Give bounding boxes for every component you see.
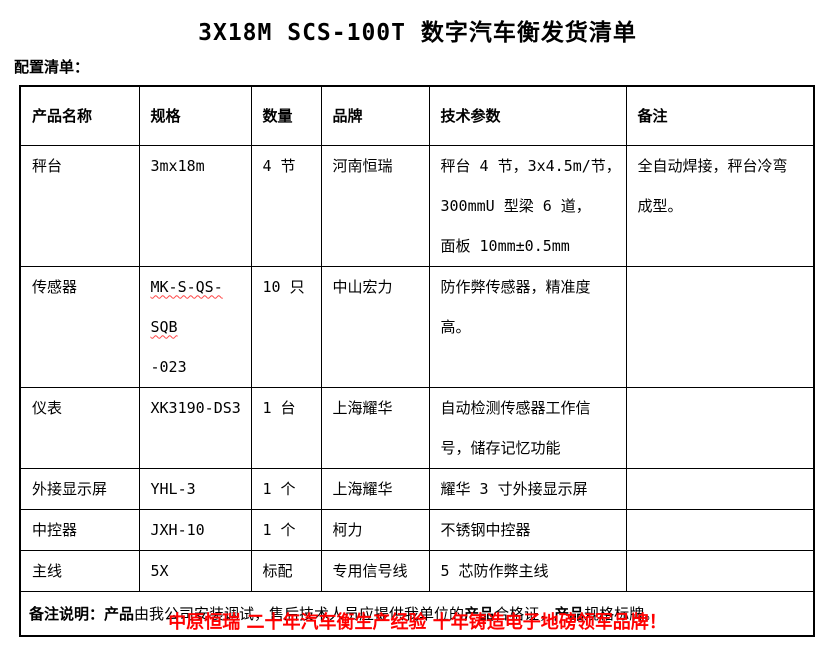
cell-qty: 1 个	[250, 467, 322, 510]
column-header-tech-params: 技术参数	[428, 85, 627, 146]
cell-brand: 柯力	[320, 508, 430, 551]
cell-brand: 河南恒瑞	[320, 144, 430, 267]
table-row: 主线 5X 标配 专用信号线 5 芯防作弊主线	[19, 549, 815, 592]
remark-segment: 规格标牌。	[584, 604, 660, 623]
config-list-label: 配置清单：	[14, 58, 90, 76]
cell-brand: 上海耀华	[320, 386, 430, 469]
remark-segment: 由我公司安装调试，售后技术人员应提供我单位的	[134, 604, 465, 623]
cell-name: 仪表	[19, 386, 140, 469]
cell-spec: JXH-10	[138, 508, 252, 551]
delivery-table: 产品名称 规格 数量 品牌 技术参数 备注 秤台 3mx18m 4 节河南恒瑞 秤台 4 节，3…	[19, 85, 815, 637]
table-row: 中控器 JXH-10 1 个柯力 不锈钢中控器	[19, 508, 815, 551]
cell-qty: 4 节	[250, 144, 322, 267]
remark-segment: 备注说明：	[29, 604, 105, 623]
cell-tech: 5 芯防作弊主线	[428, 549, 627, 592]
cell-spec: YHL-3	[138, 467, 252, 510]
cell-tech: 不锈钢中控器	[428, 508, 627, 551]
table-row: 传感器 MK-S-QS-SQB -023 10 只中山宏力 防作弊传感器，精准度 高。	[19, 265, 815, 388]
cell-qty: 标配	[250, 549, 322, 592]
cell-name: 主线	[19, 549, 140, 592]
table-body: 秤台 3mx18m 4 节河南恒瑞 秤台 4 节，3x4.5m/节， 300mmU 型…	[19, 144, 815, 637]
column-header-quantity: 数量	[250, 85, 322, 146]
cell-qty: 1 台	[250, 386, 322, 469]
remark-segment: 产品	[104, 604, 135, 623]
cell-qty: 1 个	[250, 508, 322, 551]
cell-note	[625, 508, 815, 551]
cell-name: 中控器	[19, 508, 140, 551]
cell-name: 秤台	[19, 144, 140, 267]
column-header-brand: 品牌	[320, 85, 430, 146]
cell-brand: 专用信号线	[320, 549, 430, 592]
cell-spec: 5X	[138, 549, 252, 592]
cell-note	[625, 265, 815, 388]
cell-note	[625, 467, 815, 510]
cell-brand: 中山宏力	[320, 265, 430, 388]
cell-name: 传感器	[19, 265, 140, 388]
cell-qty: 10 只	[250, 265, 322, 388]
cell-tech: 自动检测传感器工作信 号，储存记忆功能	[428, 386, 627, 469]
cell-tech: 防作弊传感器，精准度 高。	[428, 265, 627, 388]
column-header-spec: 规格	[138, 85, 252, 146]
remark-cell: 备注说明：产品由我公司安装调试，售后技术人员应提供我单位的产品合格证，产品规格标…	[19, 590, 815, 637]
remark-segment: 合格证，	[494, 604, 555, 623]
table-row: 外接显示屏 YHL-3 1 个上海耀华 耀华 3 寸外接显示屏	[19, 467, 815, 510]
table-header-row: 产品名称 规格 数量 品牌 技术参数 备注	[19, 85, 815, 146]
table-row: 秤台 3mx18m 4 节河南恒瑞 秤台 4 节，3x4.5m/节， 300mmU 型…	[19, 144, 815, 267]
spellcheck-underlined-text: MK-S-QS-SQB	[150, 277, 223, 336]
footer-slogan: 中原恒瑞 二十年汽车衡生产经验 十年铸造电子地磅领军品牌！	[168, 612, 667, 633]
cell-spec: 3mx18m	[138, 144, 252, 267]
cell-name: 外接显示屏	[19, 467, 140, 510]
table-row: 仪表 XK3190-DS3 1 台上海耀华 自动检测传感器工作信 号，储存记忆功能	[19, 386, 815, 469]
cell-note	[625, 386, 815, 469]
cell-note	[625, 549, 815, 592]
cell-tech: 耀华 3 寸外接显示屏	[428, 467, 627, 510]
remark-row: 备注说明：产品由我公司安装调试，售后技术人员应提供我单位的产品合格证，产品规格标…	[19, 590, 815, 637]
document-title: 3X18M SCS-100T 数字汽车衡发货清单	[198, 20, 637, 46]
column-header-notes: 备注	[625, 85, 815, 146]
cell-tech: 秤台 4 节，3x4.5m/节， 300mmU 型梁 6 道， 面板 10mm±…	[428, 144, 627, 267]
remark-segment: 产品	[464, 604, 495, 623]
cell-brand: 上海耀华	[320, 467, 430, 510]
remark-segment: 产品	[554, 604, 585, 623]
cell-spec: XK3190-DS3	[138, 386, 252, 469]
cell-note: 全自动焊接，秤台冷弯 成型。	[625, 144, 815, 267]
cell-spec: MK-S-QS-SQB -023	[138, 265, 252, 388]
column-header-product-name: 产品名称	[19, 85, 140, 146]
